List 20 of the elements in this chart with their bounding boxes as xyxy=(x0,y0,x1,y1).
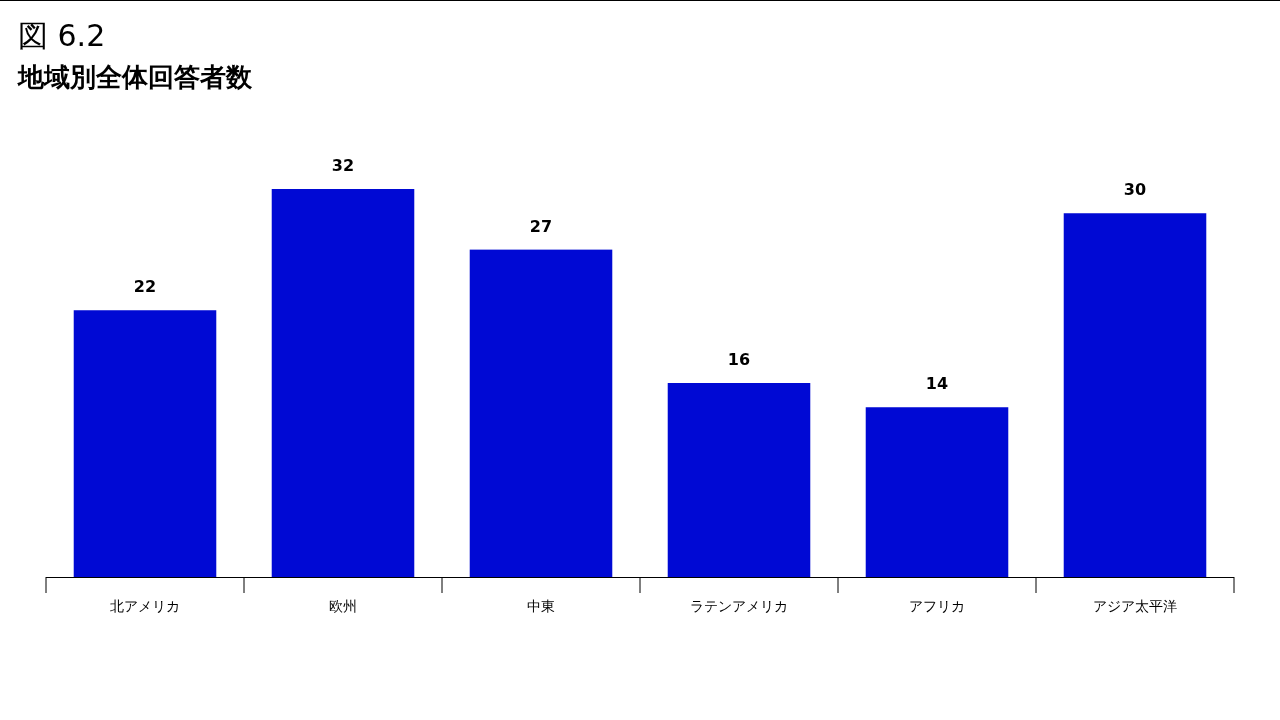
bar xyxy=(73,310,217,577)
chart-title: 図 6.2 xyxy=(18,18,106,53)
data-label: 16 xyxy=(727,350,751,369)
bar xyxy=(469,249,613,577)
data-label: 32 xyxy=(331,156,355,175)
chart-subtitle: 地域別全体回答者数 xyxy=(17,62,253,92)
data-label: 27 xyxy=(529,216,553,236)
x-tick-label: 中東 xyxy=(527,598,555,614)
data-label: 30 xyxy=(1123,180,1147,200)
bar xyxy=(271,189,415,577)
x-tick-label: ラテンアメリカ xyxy=(690,598,788,614)
x-tick-label: アフリカ xyxy=(909,598,965,614)
x-tick-label: アジア太平洋 xyxy=(1093,598,1177,614)
x-tick-label: 欧州 xyxy=(329,598,357,614)
data-label: 14 xyxy=(925,374,949,394)
bar xyxy=(667,383,811,577)
bar xyxy=(865,407,1009,577)
bar xyxy=(1063,213,1207,577)
x-tick-label: 北アメリカ xyxy=(110,598,180,614)
data-label: 22 xyxy=(133,277,157,297)
